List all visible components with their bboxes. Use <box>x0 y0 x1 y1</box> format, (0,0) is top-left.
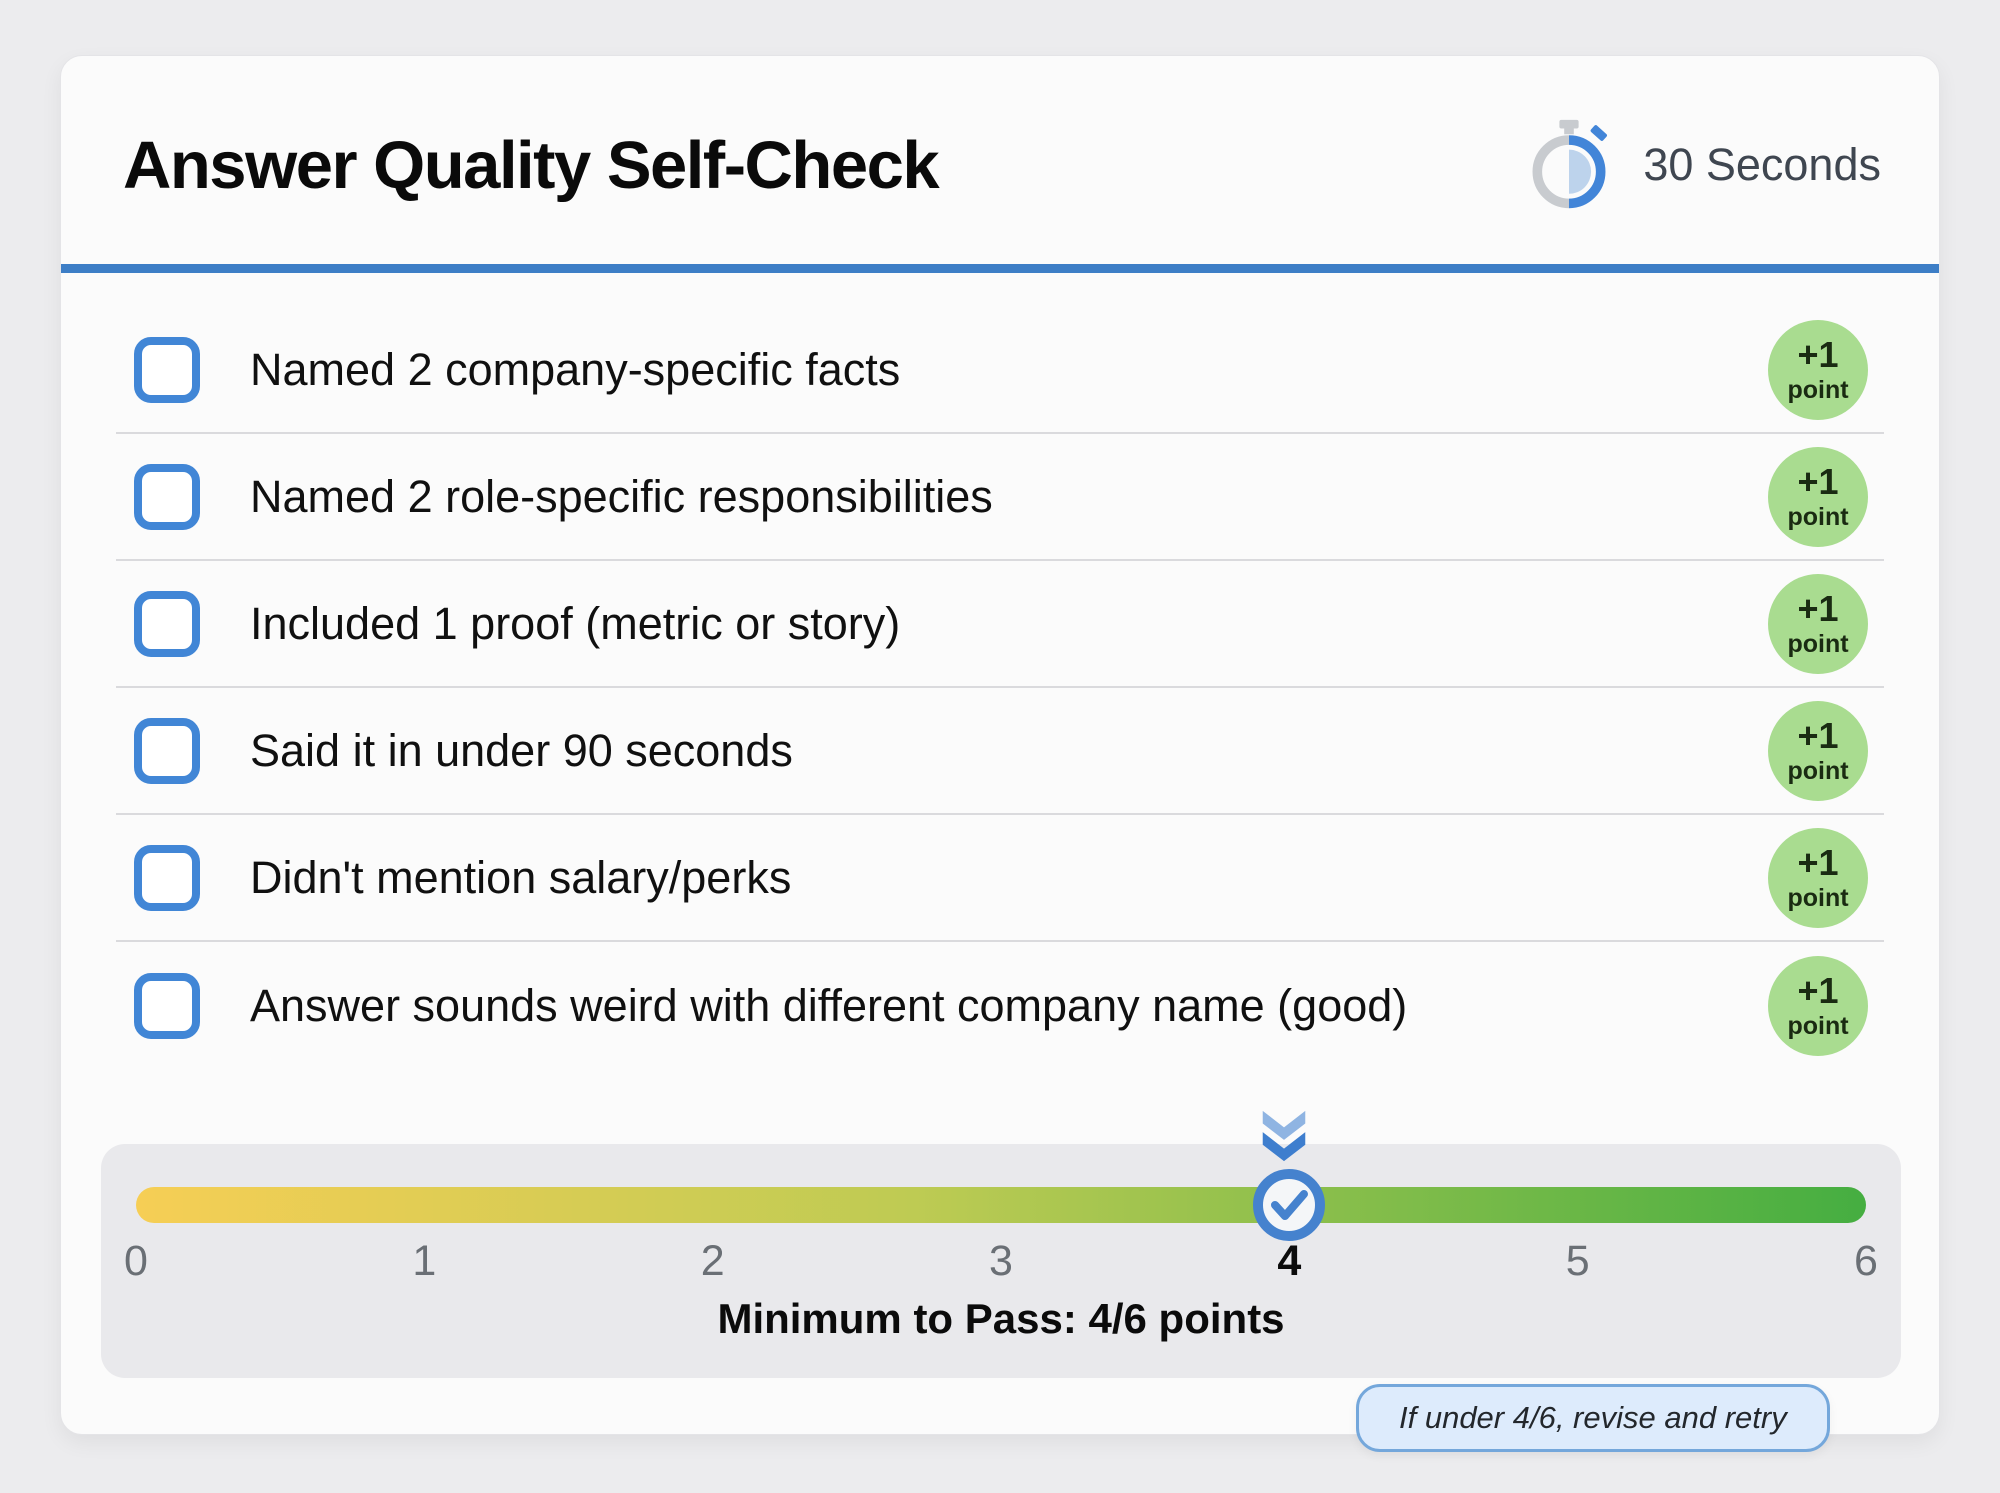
checkbox-unchecked[interactable] <box>134 463 200 530</box>
stopwatch-icon <box>1532 119 1608 209</box>
checklist-row: Named 2 role-specific responsibilities +… <box>116 434 1884 561</box>
checklist-item-label: Named 2 company-specific facts <box>250 343 901 395</box>
card-header: Answer Quality Self-Check 30 Seconds <box>61 56 1939 264</box>
tick-label-0: 0 <box>124 1237 148 1285</box>
checkbox-unchecked[interactable] <box>134 972 200 1039</box>
score-scale-panel: 0 1 2 3 4 5 6 Minimum to Pass: 4/6 point… <box>101 1144 1901 1378</box>
scale-ticks: 0 1 2 3 4 5 6 <box>124 1237 1878 1293</box>
badge-unit: point <box>1787 756 1849 785</box>
tick-label-4-current: 4 <box>1277 1237 1302 1285</box>
badge-unit: point <box>1787 1011 1849 1040</box>
checklist: Named 2 company-specific facts +1 point … <box>116 307 1884 1069</box>
header-divider <box>61 264 1939 273</box>
checkbox-unchecked[interactable] <box>134 717 200 784</box>
checklist-row: Didn't mention salary/perks +1 point <box>116 815 1884 942</box>
point-badge: +1 point <box>1768 573 1868 674</box>
score-gradient-bar <box>136 1187 1866 1223</box>
minimum-pass-label: Minimum to Pass: 4/6 points <box>717 1295 1285 1342</box>
tick-label-3: 3 <box>989 1237 1013 1285</box>
badge-points: +1 <box>1797 714 1839 756</box>
tick-label-6: 6 <box>1854 1237 1878 1285</box>
checkbox-unchecked[interactable] <box>134 590 200 657</box>
badge-points: +1 <box>1797 969 1839 1011</box>
checklist-row: Answer sounds weird with different compa… <box>116 942 1884 1069</box>
point-badge: +1 point <box>1768 955 1868 1056</box>
badge-points: +1 <box>1797 587 1839 629</box>
checklist-item-label: Named 2 role-specific responsibilities <box>250 470 993 522</box>
checklist-row: Said it in under 90 seconds +1 point <box>116 688 1884 815</box>
retry-note-tooltip: If under 4/6, revise and retry <box>1356 1384 1830 1452</box>
badge-unit: point <box>1787 502 1849 531</box>
checklist-row: Included 1 proof (metric or story) +1 po… <box>116 561 1884 688</box>
tick-label-5: 5 <box>1565 1237 1590 1285</box>
checkbox-unchecked[interactable] <box>134 336 200 403</box>
tick-label-1: 1 <box>412 1237 437 1285</box>
score-bar-track <box>136 1169 1866 1241</box>
score-marker-check-icon[interactable] <box>1252 1168 1326 1242</box>
checklist-item-label: Said it in under 90 seconds <box>250 724 793 776</box>
timer-label: 30 Seconds <box>1643 139 1881 190</box>
checklist-row: Named 2 company-specific facts +1 point <box>116 307 1884 434</box>
point-badge: +1 point <box>1768 319 1868 420</box>
badge-points: +1 <box>1797 841 1839 883</box>
retry-note-text: If under 4/6, revise and retry <box>1399 1400 1787 1435</box>
badge-unit: point <box>1787 883 1849 912</box>
chevron-down-icon <box>1262 1110 1306 1162</box>
point-badge: +1 point <box>1768 446 1868 547</box>
checklist-item-label: Answer sounds weird with different compa… <box>250 979 1408 1031</box>
checkbox-unchecked[interactable] <box>134 844 200 911</box>
point-badge: +1 point <box>1768 827 1868 928</box>
checklist-item-label: Included 1 proof (metric or story) <box>250 597 901 649</box>
badge-points: +1 <box>1797 333 1839 375</box>
badge-unit: point <box>1787 375 1849 404</box>
checklist-item-label: Didn't mention salary/perks <box>250 851 792 903</box>
timer-group: 30 Seconds <box>1521 117 1881 213</box>
self-check-card: Answer Quality Self-Check 30 Seconds Nam… <box>60 55 1940 1435</box>
page-title: Answer Quality Self-Check <box>123 127 940 203</box>
tick-label-2: 2 <box>700 1237 725 1285</box>
badge-points: +1 <box>1797 460 1839 502</box>
badge-unit: point <box>1787 629 1849 658</box>
point-badge: +1 point <box>1768 700 1868 801</box>
